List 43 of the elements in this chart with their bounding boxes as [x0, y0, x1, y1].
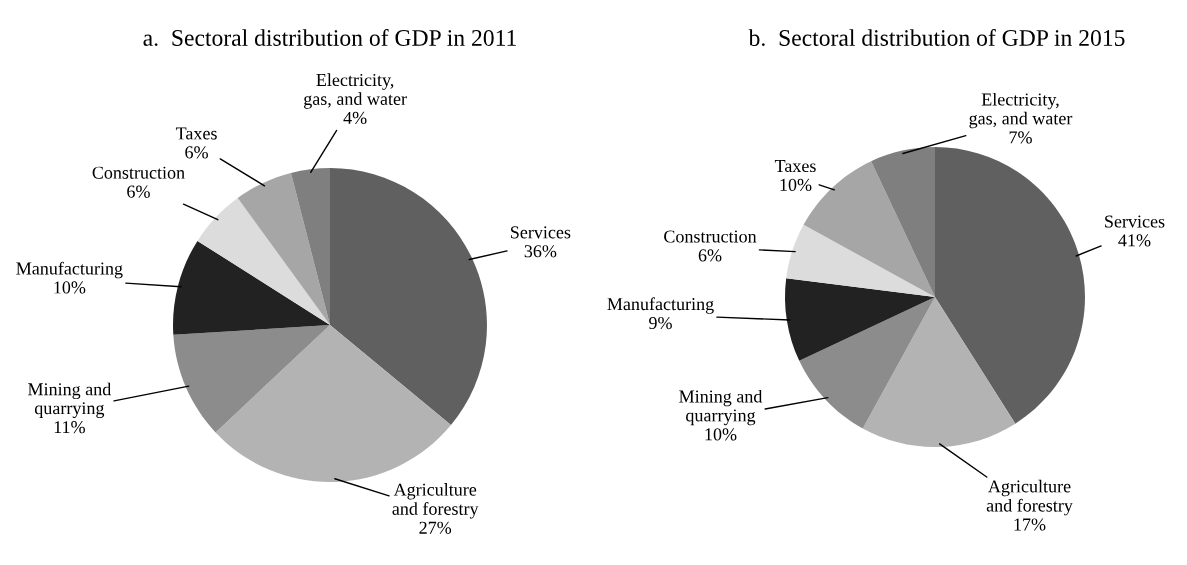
data-label: 10%: [54, 281, 86, 294]
chart-title: b. Sectoral distribution of GDP in 2015: [748, 29, 1125, 47]
data-label: 10%: [705, 428, 737, 441]
slice-label: Manufacturing: [16, 261, 123, 279]
data-label: 6%: [127, 185, 150, 198]
slice-label: Construction: [92, 166, 185, 179]
slice-label: Mining and quarrying: [679, 389, 763, 426]
slice-label: Electricity, gas, and water: [969, 92, 1073, 129]
pie-slice: [330, 168, 487, 426]
pie-slice: [237, 172, 330, 325]
pie-slice: [173, 240, 330, 335]
data-label: 9%: [649, 316, 672, 330]
slice-label: Mining and quarrying: [28, 382, 112, 419]
pie-slice: [786, 224, 935, 297]
pie-slice: [799, 297, 935, 429]
pie-slice: [871, 147, 935, 297]
data-label: 4%: [343, 111, 367, 124]
data-label: 10%: [780, 178, 812, 192]
slice-label: Agriculture and forestry: [986, 479, 1073, 516]
pie-slice: [290, 168, 330, 325]
data-label: 7%: [1009, 131, 1032, 144]
data-label: 11%: [54, 421, 85, 434]
data-label: 6%: [185, 146, 208, 159]
pie-slice: [935, 147, 1085, 424]
slice-label: Construction: [664, 230, 757, 243]
data-label: 41%: [1118, 234, 1151, 247]
data-label: 27%: [419, 521, 452, 534]
slice-label: Services: [1105, 215, 1165, 228]
pie-slice: [173, 325, 330, 433]
slice-label: Taxes: [175, 127, 217, 140]
data-label: 17%: [1014, 518, 1046, 531]
chart-title: a. Sectoral distribution of GDP in 2011: [143, 29, 516, 47]
slice-label: Services: [511, 226, 571, 239]
pie-slice: [197, 197, 330, 325]
slice-label: Agriculture and forestry: [392, 483, 479, 519]
pie-slice: [785, 278, 935, 361]
data-label: 6%: [698, 249, 722, 262]
slice-label: Taxes: [774, 160, 816, 173]
pie-slice: [862, 297, 1016, 447]
slice-label: Manufacturing: [607, 297, 714, 314]
data-label: 36%: [524, 245, 557, 258]
slice-label: Electricity, gas, and water: [304, 73, 407, 109]
pie-slice: [215, 325, 451, 482]
